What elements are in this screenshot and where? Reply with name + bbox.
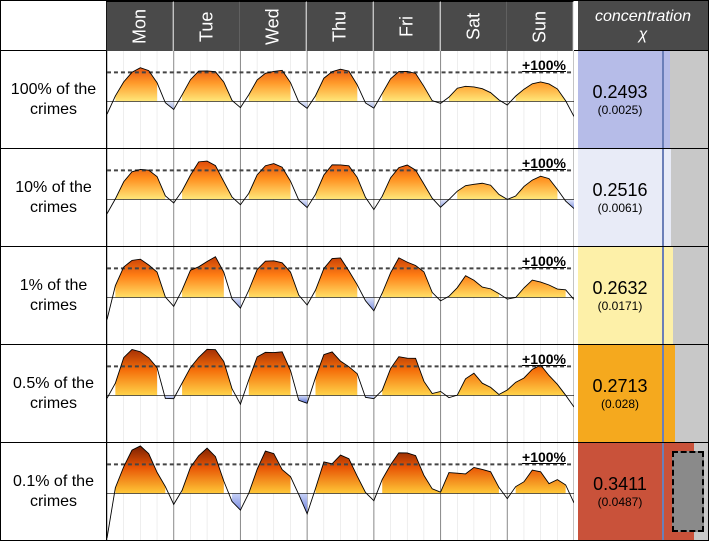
day-header-fri: Fri bbox=[374, 1, 441, 51]
concentration-side bbox=[664, 149, 708, 246]
concentration-main: 0.2713(0.028) bbox=[578, 345, 664, 442]
row-label: 100% of the crimes bbox=[1, 51, 107, 148]
header-row: MonTueWedThuFriSatSun concentration χ bbox=[1, 1, 708, 51]
annotation-100pct: +100% bbox=[522, 351, 566, 367]
day-header-thu: Thu bbox=[307, 1, 374, 51]
concentration-main: 0.3411(0.0487) bbox=[578, 443, 664, 540]
day-header-sun: Sun bbox=[507, 1, 574, 51]
day-headers: MonTueWedThuFriSatSun bbox=[107, 1, 574, 51]
concentration-side bbox=[664, 247, 708, 344]
annotation-100pct: +100% bbox=[522, 449, 566, 465]
day-header-sat: Sat bbox=[441, 1, 508, 51]
dashed-box bbox=[672, 451, 704, 532]
concentration-side-bar bbox=[664, 345, 675, 442]
annotation-100pct: +100% bbox=[522, 155, 566, 171]
row-label: 0.1% of the crimes bbox=[1, 443, 107, 540]
concentration-side-bar bbox=[664, 149, 671, 246]
row-label: 0.5% of the crimes bbox=[1, 345, 107, 442]
data-row-3: 0.5% of the crimes +100% 0.2713(0.028) bbox=[1, 345, 708, 443]
conc-header-bottom: χ bbox=[639, 26, 648, 44]
conc-header-top: concentration bbox=[595, 8, 691, 26]
concentration-cell: 0.2516(0.0061) bbox=[578, 149, 708, 246]
row-label: 1% of the crimes bbox=[1, 247, 107, 344]
concentration-value: 0.2632 bbox=[592, 278, 647, 299]
wave-cell: +100% bbox=[107, 345, 574, 442]
rows-container: 100% of the crimes+100%0.2493(0.0025)10%… bbox=[1, 51, 708, 541]
concentration-side bbox=[664, 51, 708, 148]
concentration-cell: 0.2632(0.0171) bbox=[578, 247, 708, 344]
concentration-side bbox=[664, 443, 708, 540]
concentration-std: (0.0061) bbox=[598, 201, 643, 215]
concentration-std: (0.0487) bbox=[598, 495, 643, 509]
wave-cell: +100% bbox=[107, 51, 574, 148]
concentration-cell: 0.2493(0.0025) bbox=[578, 51, 708, 148]
concentration-main: 0.2493(0.0025) bbox=[578, 51, 664, 148]
concentration-cell: 0.3411(0.0487) bbox=[578, 443, 708, 540]
concentration-header: concentration χ bbox=[578, 1, 708, 51]
data-row-4: 0.1% of the crimes +100% 0.3411(0.0487) bbox=[1, 443, 708, 541]
wave-cell: +100% bbox=[107, 149, 574, 246]
wave-cell: +100% bbox=[107, 443, 574, 540]
chart-container: MonTueWedThuFriSatSun concentration χ 10… bbox=[0, 0, 709, 541]
concentration-value: 0.2516 bbox=[592, 180, 647, 201]
annotation-100pct: +100% bbox=[522, 253, 566, 269]
wave-cell: +100% bbox=[107, 247, 574, 344]
data-row-1: 10% of the crimes +100% 0.2516(0.0061) bbox=[1, 149, 708, 247]
data-row-0: 100% of the crimes +100% 0.2493(0.0025) bbox=[1, 51, 708, 149]
corner-cell bbox=[1, 1, 107, 51]
data-row-2: 1% of the crimes +100% 0.2632(0.0171) bbox=[1, 247, 708, 345]
row-label: 10% of the crimes bbox=[1, 149, 107, 246]
concentration-value: 0.3411 bbox=[593, 474, 647, 495]
concentration-main: 0.2632(0.0171) bbox=[578, 247, 664, 344]
day-header-tue: Tue bbox=[174, 1, 241, 51]
day-header-mon: Mon bbox=[107, 1, 174, 51]
concentration-std: (0.0025) bbox=[598, 103, 643, 117]
concentration-cell: 0.2713(0.028) bbox=[578, 345, 708, 442]
annotation-100pct: +100% bbox=[522, 57, 566, 73]
concentration-std: (0.028) bbox=[601, 397, 639, 411]
concentration-value: 0.2493 bbox=[592, 82, 647, 103]
concentration-value: 0.2713 bbox=[592, 376, 647, 397]
concentration-main: 0.2516(0.0061) bbox=[578, 149, 664, 246]
day-header-wed: Wed bbox=[240, 1, 307, 51]
concentration-side-bar bbox=[664, 51, 670, 148]
concentration-side-bar bbox=[664, 247, 673, 344]
concentration-side bbox=[664, 345, 708, 442]
concentration-std: (0.0171) bbox=[598, 299, 643, 313]
